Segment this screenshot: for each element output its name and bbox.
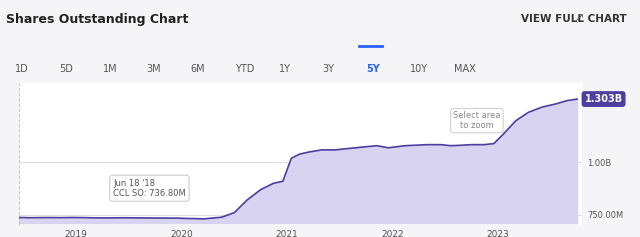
- Text: MAX: MAX: [454, 64, 476, 74]
- Text: Select area
to zoom: Select area to zoom: [453, 111, 500, 130]
- Text: 1.303B: 1.303B: [584, 94, 623, 104]
- Text: Shares Outstanding Chart: Shares Outstanding Chart: [6, 13, 189, 26]
- Text: Jun 18 '18
CCL SO: 736.80M: Jun 18 '18 CCL SO: 736.80M: [113, 178, 186, 198]
- Text: 6M: 6M: [191, 64, 205, 74]
- Text: 1D: 1D: [15, 64, 29, 74]
- Text: 5Y: 5Y: [367, 64, 380, 74]
- Text: ↗: ↗: [575, 14, 584, 24]
- Text: 3M: 3M: [147, 64, 161, 74]
- Text: 3Y: 3Y: [323, 64, 335, 74]
- Text: 10Y: 10Y: [410, 64, 428, 74]
- Text: VIEW FULL CHART: VIEW FULL CHART: [522, 14, 627, 24]
- Text: 1M: 1M: [103, 64, 118, 74]
- Text: 1Y: 1Y: [278, 64, 291, 74]
- Text: YTD: YTD: [235, 64, 254, 74]
- Text: 5D: 5D: [59, 64, 73, 74]
